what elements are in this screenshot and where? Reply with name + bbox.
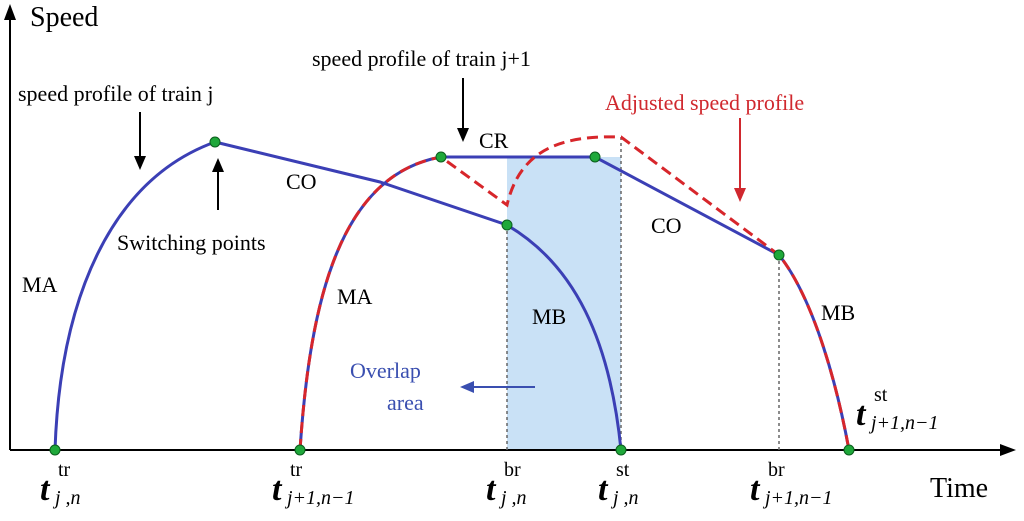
switch-point [589, 151, 601, 163]
svg-text:br: br [768, 459, 785, 481]
svg-text:st: st [616, 459, 630, 481]
arrow-train-j1-head [457, 128, 469, 142]
x-axis-arrow [1000, 444, 1016, 456]
arrow-train-j-head [134, 156, 146, 170]
svg-text:j ,n: j ,n [498, 487, 527, 509]
tick-tr-j1: t tr j+1,n−1 [272, 459, 355, 509]
svg-text:j+1,n−1: j+1,n−1 [868, 412, 939, 434]
arrow-adjusted-head [734, 188, 746, 202]
svg-text:t: t [272, 471, 283, 508]
adjusted-label: Adjusted speed profile [605, 90, 804, 115]
phase-co-1: CO [286, 169, 317, 194]
switch-point [294, 444, 306, 456]
adjusted-profile [298, 135, 851, 451]
phase-cr: CR [479, 128, 509, 153]
phase-mb-2: MB [821, 300, 855, 325]
y-axis-arrow [4, 4, 16, 20]
svg-text:st: st [874, 384, 888, 406]
x-axis-label: Time [930, 473, 988, 504]
svg-text:tr: tr [58, 459, 71, 481]
phase-ma-2: MA [337, 284, 373, 309]
svg-text:t: t [40, 471, 51, 508]
switch-point [615, 444, 627, 456]
svg-text:t: t [750, 471, 761, 508]
svg-text:j ,n: j ,n [610, 487, 639, 509]
switch-point [435, 151, 447, 163]
tick-st-j: t st j ,n [598, 459, 639, 509]
switch-point [773, 249, 785, 261]
phase-co-2: CO [651, 213, 682, 238]
tick-st-j1-end: t st j+1,n−1 [856, 384, 939, 434]
svg-text:j+1,n−1: j+1,n−1 [284, 487, 355, 509]
svg-text:br: br [504, 459, 521, 481]
tick-br-j1: t br j+1,n−1 [750, 459, 833, 509]
tick-br-j: t br j ,n [486, 459, 527, 509]
overlap-label-2: area [387, 390, 424, 415]
switch-point [209, 136, 221, 148]
switching-label: Switching points [117, 230, 266, 255]
svg-text:j ,n: j ,n [52, 487, 81, 509]
overlap-area [507, 157, 621, 450]
arrow-overlap-head [460, 381, 474, 393]
phase-ma-1: MA [22, 272, 58, 297]
y-axis-label: Speed [30, 2, 98, 33]
train-j-label: speed profile of train j [18, 81, 214, 106]
svg-text:tr: tr [290, 459, 303, 481]
svg-text:j+1,n−1: j+1,n−1 [762, 487, 833, 509]
train-j1-label: speed profile of train j+1 [312, 46, 531, 71]
arrow-switching-head [212, 158, 224, 172]
phase-mb-1: MB [532, 304, 566, 329]
tick-tr-j: t tr j ,n [40, 459, 81, 509]
svg-text:t: t [486, 471, 497, 508]
switch-point [843, 444, 855, 456]
switch-point [501, 219, 513, 231]
svg-text:t: t [856, 396, 867, 433]
switch-point [49, 444, 61, 456]
overlap-label-1: Overlap [350, 358, 421, 383]
svg-text:t: t [598, 471, 609, 508]
